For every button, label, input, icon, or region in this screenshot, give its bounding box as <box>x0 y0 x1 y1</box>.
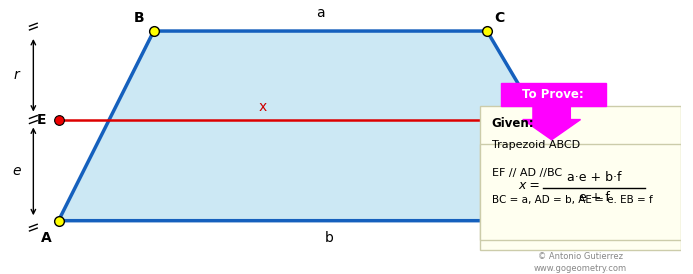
Text: x =: x = <box>518 179 540 192</box>
Text: r: r <box>13 68 19 82</box>
Text: D: D <box>606 231 617 246</box>
Text: To Prove:: To Prove: <box>523 88 584 101</box>
Text: x: x <box>258 100 267 114</box>
Text: e: e <box>12 164 21 178</box>
Text: BC = a, AD = b, AE = e. EB = f: BC = a, AD = b, AE = e. EB = f <box>492 195 653 206</box>
Text: a·e + b·f: a·e + b·f <box>567 171 622 184</box>
Text: EF // AD //BC: EF // AD //BC <box>492 168 562 178</box>
Text: b: b <box>324 231 333 246</box>
Text: Given:: Given: <box>492 117 534 130</box>
Text: e + f: e + f <box>579 192 610 204</box>
FancyBboxPatch shape <box>480 144 681 240</box>
Text: a: a <box>316 6 325 20</box>
Text: A: A <box>41 231 52 246</box>
Text: F: F <box>545 113 554 127</box>
Text: B: B <box>134 12 144 25</box>
FancyArrow shape <box>523 104 581 140</box>
Polygon shape <box>58 31 599 221</box>
FancyBboxPatch shape <box>500 83 606 106</box>
Text: © Antonio Gutierrez
www.gogeometry.com: © Antonio Gutierrez www.gogeometry.com <box>534 252 627 273</box>
Text: E: E <box>37 113 46 127</box>
Text: Trapezoid ABCD: Trapezoid ABCD <box>492 140 580 150</box>
FancyBboxPatch shape <box>480 106 681 250</box>
Text: C: C <box>494 12 505 25</box>
